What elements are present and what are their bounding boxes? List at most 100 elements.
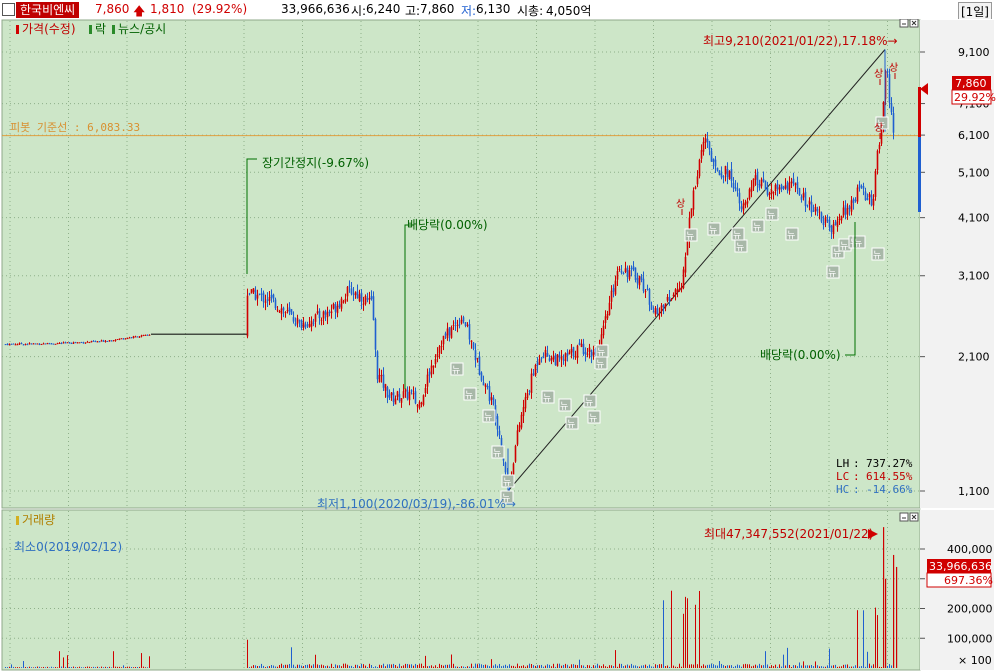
candle-body xyxy=(58,342,61,344)
volume-bar xyxy=(797,666,798,668)
limit-up-marker-icon[interactable]: 상 xyxy=(676,198,685,210)
news-marker-icon[interactable] xyxy=(785,227,799,241)
volume-bar xyxy=(11,664,12,668)
volume-minimize-icon[interactable] xyxy=(899,512,909,522)
candle-body xyxy=(266,299,269,302)
news-marker-icon[interactable] xyxy=(751,219,765,233)
candle-body xyxy=(712,158,715,162)
volume-bar xyxy=(97,666,98,668)
volume-axis-tick-2: 200,000 xyxy=(947,603,993,616)
volume-bar xyxy=(533,665,534,668)
candle-body xyxy=(626,267,629,277)
period-button[interactable]: [1일] xyxy=(957,2,992,21)
news-marker-icon[interactable] xyxy=(501,474,515,488)
panel-minimize-icon[interactable] xyxy=(899,19,909,28)
candle-body xyxy=(430,365,433,375)
news-marker-icon[interactable] xyxy=(707,222,721,236)
panel-close-icon[interactable] xyxy=(909,19,919,28)
volume-bar xyxy=(845,664,846,668)
candle-body xyxy=(20,343,23,345)
candle-body xyxy=(480,372,483,381)
news-marker-icon[interactable] xyxy=(450,362,464,376)
candle-body xyxy=(86,341,89,343)
stat-sep-3: : xyxy=(853,483,860,496)
candle-body xyxy=(78,342,81,344)
news-marker-icon[interactable] xyxy=(565,416,579,430)
volume-bar xyxy=(599,665,600,668)
volume-bar xyxy=(303,666,304,668)
candle-body xyxy=(388,394,391,399)
limit-up-marker-icon[interactable]: 상 xyxy=(874,68,883,80)
news-marker-icon[interactable] xyxy=(684,228,698,242)
select-checkbox[interactable] xyxy=(2,3,15,16)
volume-bar xyxy=(849,666,850,668)
candle-body xyxy=(818,211,821,213)
volume-bar xyxy=(101,666,102,668)
volume-bar xyxy=(621,663,622,668)
news-marker-icon[interactable] xyxy=(541,390,555,404)
stat-sep-1: : xyxy=(853,457,860,470)
candle-body xyxy=(742,203,745,211)
volume-bar xyxy=(383,663,384,668)
volume-bar xyxy=(537,665,538,668)
current-volume-pct-text: 697.36% xyxy=(944,574,993,587)
candle-body xyxy=(320,319,323,321)
legend-volume[interactable]: 거래량 xyxy=(22,513,55,527)
volume-bar xyxy=(403,665,404,668)
volume-bar xyxy=(13,666,14,668)
news-marker-icon[interactable] xyxy=(826,265,840,279)
candle-body xyxy=(492,397,495,405)
volume-bar xyxy=(369,663,370,668)
limit-up-marker-icon[interactable]: 상 xyxy=(889,62,898,74)
volume-bar xyxy=(575,664,576,668)
candle-body xyxy=(516,430,519,445)
volume-bar xyxy=(299,664,300,668)
volume-bar xyxy=(349,665,350,668)
volume-bar xyxy=(439,663,440,668)
volume-bar xyxy=(499,663,500,668)
news-marker-icon[interactable] xyxy=(852,235,866,249)
volume-bar xyxy=(683,613,684,668)
volume-bar xyxy=(579,659,580,668)
volume-close-icon[interactable] xyxy=(909,512,919,522)
candle-body xyxy=(348,285,351,287)
volume-bar xyxy=(251,666,252,668)
candle-body xyxy=(312,322,315,324)
volume-bar xyxy=(341,666,342,668)
legend-news[interactable]: 뉴스/공시 xyxy=(118,22,166,36)
news-marker-icon[interactable] xyxy=(482,409,496,423)
news-marker-icon[interactable] xyxy=(871,247,885,261)
news-marker-icon[interactable] xyxy=(765,207,779,221)
candle-body xyxy=(276,309,279,311)
news-marker-icon[interactable] xyxy=(500,490,514,504)
volume-bar xyxy=(697,664,698,668)
candle-body xyxy=(804,191,807,206)
volume-bar xyxy=(437,667,438,668)
candle-body xyxy=(746,201,749,204)
volume-bar xyxy=(811,664,812,668)
news-marker-icon[interactable] xyxy=(587,410,601,424)
news-marker-icon[interactable] xyxy=(595,344,609,358)
volume-bar xyxy=(37,666,38,668)
candle-body xyxy=(260,293,263,295)
news-marker-icon[interactable] xyxy=(463,387,477,401)
legend-price[interactable]: 가격(수정) xyxy=(22,22,76,36)
candle-body xyxy=(528,390,531,392)
news-marker-icon[interactable] xyxy=(583,394,597,408)
volume-bar xyxy=(625,665,626,668)
stock-name[interactable]: 한국비엔씨 xyxy=(16,2,80,18)
news-marker-icon[interactable] xyxy=(558,398,572,412)
news-marker-icon[interactable] xyxy=(734,239,748,253)
limit-up-marker-icon[interactable]: 상 xyxy=(874,122,883,134)
news-marker-icon[interactable] xyxy=(875,116,889,130)
candle-body xyxy=(458,324,461,326)
volume-bar xyxy=(461,666,462,668)
candle-body xyxy=(126,338,129,340)
volume-bar xyxy=(755,664,756,668)
volume-panel[interactable] xyxy=(1,509,921,671)
news-marker-icon[interactable] xyxy=(491,445,505,459)
price-panel[interactable] xyxy=(1,19,921,509)
legend-ex[interactable]: 락 xyxy=(95,22,106,36)
volume-bar xyxy=(663,600,664,668)
candle-body xyxy=(790,181,793,184)
